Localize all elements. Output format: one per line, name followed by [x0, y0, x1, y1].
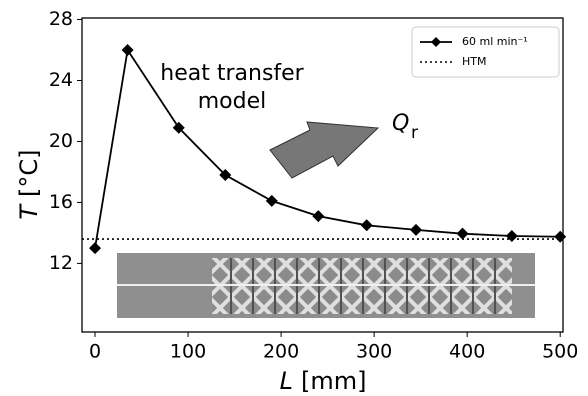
y-tick-label: 20	[49, 130, 73, 152]
y-tick-label: 28	[49, 8, 73, 30]
y-tick-label: 12	[49, 252, 73, 274]
chart: heat transfer model Q r T [°C] L [mm] 60…	[0, 0, 588, 396]
y-label-symbol: T	[15, 203, 43, 220]
legend-label: HTM	[462, 55, 486, 68]
data-point	[457, 228, 469, 240]
y-axis-label: T [°C]	[15, 150, 43, 220]
x-tick-label: 0	[89, 341, 101, 363]
x-label-unit: [mm]	[301, 367, 366, 395]
y-tick-label: 16	[49, 191, 73, 213]
x-tick-label: 500	[542, 341, 578, 363]
data-point	[266, 195, 278, 207]
data-point	[506, 230, 518, 242]
data-point	[312, 210, 324, 222]
x-label-symbol: L	[280, 367, 293, 395]
x-tick-label: 200	[263, 341, 299, 363]
data-point	[361, 219, 373, 231]
y-label-unit: [°C]	[15, 150, 43, 197]
x-tick-label: 300	[356, 341, 392, 363]
data-point	[554, 231, 566, 243]
annotation: heat transfer	[160, 61, 304, 86]
data-point	[122, 44, 134, 56]
annotation-subscript: r	[411, 123, 418, 143]
annotation-symbol: Q	[392, 111, 409, 136]
legend-label: 60 ml min⁻¹	[462, 35, 528, 48]
inset-image	[117, 253, 535, 318]
annotation: model	[198, 89, 267, 114]
flux-arrow	[270, 122, 378, 178]
y-tick-label: 24	[49, 69, 73, 91]
data-point	[89, 242, 101, 254]
legend: 60 ml min⁻¹ HTM	[412, 27, 559, 77]
x-tick-label: 100	[170, 341, 206, 363]
x-tick-label: 400	[449, 341, 485, 363]
data-point	[410, 224, 422, 236]
